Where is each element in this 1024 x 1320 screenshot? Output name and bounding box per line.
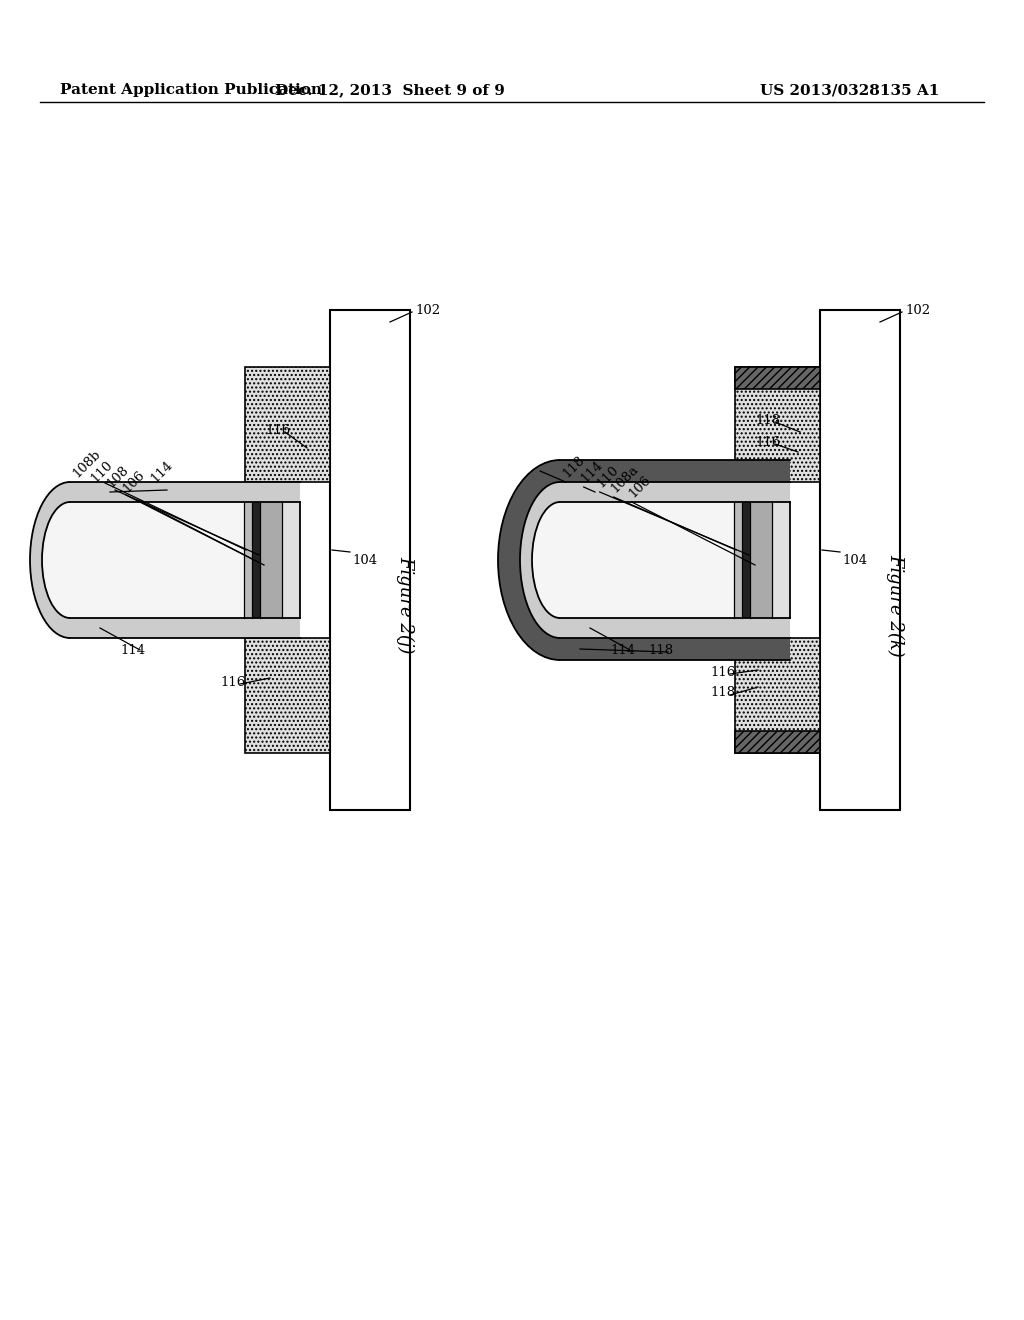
Bar — [820, 310, 900, 810]
Text: 114: 114 — [148, 458, 175, 484]
Text: 102: 102 — [905, 304, 930, 317]
Text: 118: 118 — [560, 453, 587, 480]
Text: 108b: 108b — [70, 447, 102, 480]
Text: 114: 114 — [610, 644, 635, 656]
Text: 106: 106 — [120, 469, 147, 495]
Bar — [734, 502, 742, 618]
Bar — [252, 502, 260, 618]
Bar — [70, 618, 300, 638]
Bar — [245, 638, 330, 752]
Bar — [330, 310, 410, 810]
Bar — [735, 367, 820, 482]
Text: 116: 116 — [220, 676, 246, 689]
Ellipse shape — [498, 459, 622, 660]
Bar — [735, 638, 820, 752]
Text: US 2013/0328135 A1: US 2013/0328135 A1 — [760, 83, 939, 96]
Bar — [750, 502, 772, 618]
Bar — [742, 502, 750, 618]
Text: 118: 118 — [755, 413, 780, 426]
Bar — [244, 502, 252, 618]
Text: 116: 116 — [755, 436, 780, 449]
Ellipse shape — [532, 502, 588, 618]
Bar — [560, 618, 790, 638]
Bar — [560, 502, 790, 618]
Bar — [735, 367, 820, 389]
Ellipse shape — [30, 482, 110, 638]
Bar — [282, 502, 300, 618]
Text: Dec. 12, 2013  Sheet 9 of 9: Dec. 12, 2013 Sheet 9 of 9 — [275, 83, 505, 96]
Text: 110: 110 — [88, 458, 115, 484]
Text: 110: 110 — [594, 463, 621, 490]
Bar — [735, 731, 820, 752]
Text: 104: 104 — [842, 553, 867, 566]
Text: 116: 116 — [265, 424, 290, 437]
Text: Figure 2(k): Figure 2(k) — [886, 553, 904, 656]
Text: Figure 2(j): Figure 2(j) — [396, 556, 414, 653]
Text: 102: 102 — [415, 304, 440, 317]
Ellipse shape — [520, 482, 600, 638]
Text: 108: 108 — [104, 463, 131, 490]
Bar — [245, 367, 330, 482]
Text: 106: 106 — [626, 473, 653, 500]
Text: 104: 104 — [352, 553, 377, 566]
Bar — [560, 482, 790, 502]
Bar — [560, 638, 790, 660]
Bar — [70, 482, 300, 502]
Text: 118: 118 — [648, 644, 673, 656]
Text: Patent Application Publication: Patent Application Publication — [60, 83, 322, 96]
Ellipse shape — [42, 502, 98, 618]
Text: 114: 114 — [120, 644, 145, 656]
Bar — [70, 502, 300, 618]
Bar — [560, 459, 790, 482]
Text: 108a: 108a — [608, 462, 641, 495]
Bar — [772, 502, 790, 618]
Text: 114: 114 — [578, 458, 605, 484]
Bar — [260, 502, 282, 618]
Text: 116: 116 — [710, 665, 735, 678]
Text: 118: 118 — [710, 686, 735, 700]
